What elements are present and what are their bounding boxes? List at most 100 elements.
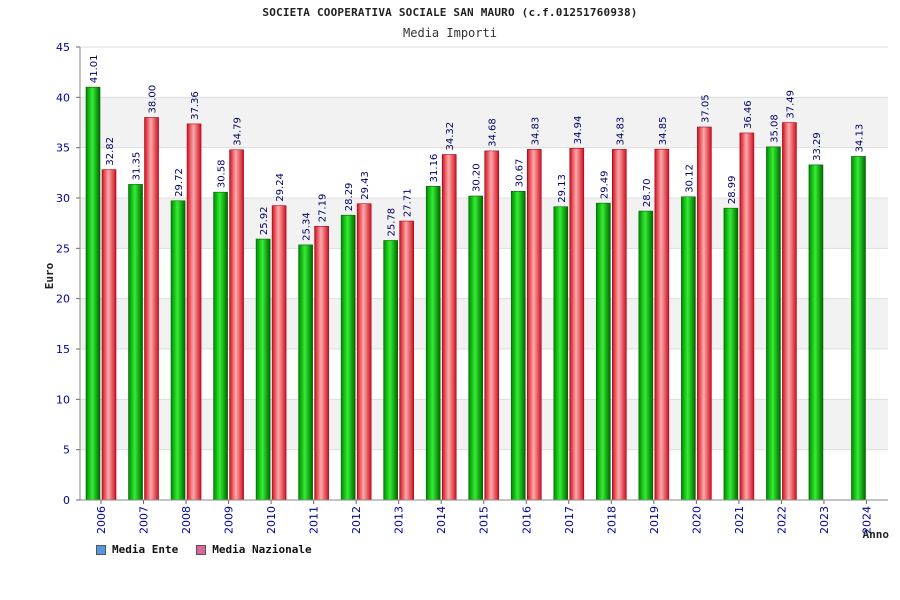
x-tick-label: 2021 — [733, 506, 746, 534]
bar-nazionale — [526, 149, 542, 501]
value-label: 31.16 — [429, 154, 440, 183]
value-label: 36.46 — [743, 100, 754, 129]
bar-ente — [213, 191, 228, 501]
value-label: 34.32 — [445, 122, 456, 151]
bar-nazionale — [782, 122, 797, 501]
x-tick-label: 2015 — [478, 506, 491, 534]
bar-nazionale — [399, 220, 414, 501]
y-axis-label: Euro — [43, 262, 56, 289]
value-label: 34.68 — [488, 118, 499, 147]
value-label: 37.05 — [700, 94, 711, 123]
y-axis-ticks: 0 5 10 15 20 25 30 35 40 45 — [56, 41, 80, 507]
bar-nazionale — [229, 149, 244, 501]
value-label: 25.92 — [259, 206, 270, 235]
bar-nazionale — [271, 205, 287, 501]
value-label: 25.34 — [302, 212, 313, 241]
bar-nazionale — [739, 132, 755, 501]
value-label: 28.99 — [727, 176, 738, 205]
y-tick-label: 35 — [56, 142, 70, 155]
bar-nazionale — [569, 147, 585, 501]
x-tick-label: 2023 — [818, 506, 831, 534]
x-tick-label: 2018 — [605, 506, 618, 534]
x-tick-label: 2017 — [563, 506, 576, 534]
bar-nazionale — [314, 225, 329, 501]
x-tick-label: 2020 — [690, 506, 703, 534]
legend-item-ente: Media Ente — [96, 543, 178, 556]
value-label: 29.13 — [557, 174, 568, 203]
y-tick-label: 0 — [63, 494, 70, 507]
value-label: 29.49 — [599, 170, 610, 199]
value-label: 34.13 — [854, 124, 865, 153]
bar-nazionale — [612, 149, 627, 501]
x-tick-label: 2006 — [95, 506, 108, 534]
chart-subtitle: Media Importi — [403, 26, 497, 40]
bar-nazionale — [356, 203, 372, 501]
bar-ente — [340, 214, 356, 501]
bar-nazionale — [186, 123, 202, 501]
bar-ente — [468, 195, 484, 501]
bar-ente — [766, 146, 781, 501]
value-label: 37.36 — [190, 91, 201, 120]
y-tick-label: 40 — [56, 91, 70, 104]
bar-nazionale — [654, 148, 670, 501]
value-label: 41.01 — [89, 55, 100, 84]
value-label: 30.67 — [514, 159, 525, 188]
y-tick-label: 30 — [56, 192, 70, 205]
value-label: 33.29 — [812, 132, 823, 161]
x-tick-label: 2012 — [350, 506, 363, 534]
bar-nazionale — [101, 169, 117, 501]
x-tick-label: 2010 — [265, 506, 278, 534]
x-tick-label: 2016 — [520, 506, 533, 534]
x-tick-label: 2022 — [775, 506, 788, 534]
bar-ente — [510, 190, 526, 501]
bar-ente — [255, 238, 271, 501]
bar-ente — [425, 186, 441, 501]
bar-nazionale — [697, 126, 712, 501]
bar-ente — [638, 210, 654, 501]
x-tick-label: 2013 — [393, 506, 406, 534]
value-label: 28.70 — [642, 178, 653, 207]
value-label: 38.00 — [148, 85, 159, 114]
value-label: 29.43 — [360, 171, 371, 200]
value-label: 34.85 — [658, 117, 669, 146]
bar-ente — [596, 202, 611, 501]
bar-ente — [85, 86, 101, 501]
value-label: 30.58 — [217, 160, 228, 189]
bar-nazionale — [441, 154, 457, 501]
bar-ente — [851, 156, 866, 501]
y-tick-label: 15 — [56, 343, 70, 356]
value-label: 29.72 — [174, 168, 185, 197]
value-label: 34.83 — [530, 117, 541, 146]
y-tick-label: 10 — [56, 393, 70, 406]
y-tick-label: 20 — [56, 293, 70, 306]
value-label: 37.49 — [785, 90, 796, 119]
value-labels: 41.01 32.82 31.35 38.00 29.72 37.36 30.58 34.79… — [89, 55, 865, 241]
x-tick-label: 2019 — [648, 506, 661, 534]
value-label: 28.29 — [344, 183, 355, 212]
bar-ente — [170, 200, 186, 501]
value-label: 30.20 — [472, 163, 483, 192]
bar-ente — [553, 206, 569, 501]
value-label: 35.08 — [769, 114, 780, 143]
legend-label-ente: Media Ente — [112, 543, 179, 556]
value-label: 32.82 — [105, 137, 116, 166]
legend: Media Ente Media Nazionale — [96, 543, 312, 556]
legend-label-nazionale: Media Nazionale — [212, 543, 312, 556]
x-axis-ticks: 2006 2007 2008 2009 2010 2011 2012 2013 2014 2015… — [95, 500, 873, 534]
x-tick-label: 2007 — [138, 506, 151, 534]
legend-swatch-nazionale — [196, 544, 207, 555]
bar-ente — [723, 207, 739, 501]
y-tick-label: 45 — [56, 41, 70, 54]
bar-ente — [808, 164, 824, 501]
value-label: 34.79 — [233, 117, 244, 146]
bar-ente — [128, 184, 143, 501]
value-label: 34.94 — [573, 116, 584, 145]
value-label: 34.83 — [615, 117, 626, 146]
value-label: 27.71 — [403, 188, 414, 217]
bar-nazionale — [144, 117, 159, 501]
legend-item-nazionale: Media Nazionale — [196, 543, 312, 556]
value-label: 25.78 — [387, 208, 398, 237]
bar-ente — [298, 244, 313, 501]
legend-swatch-ente — [96, 544, 106, 555]
